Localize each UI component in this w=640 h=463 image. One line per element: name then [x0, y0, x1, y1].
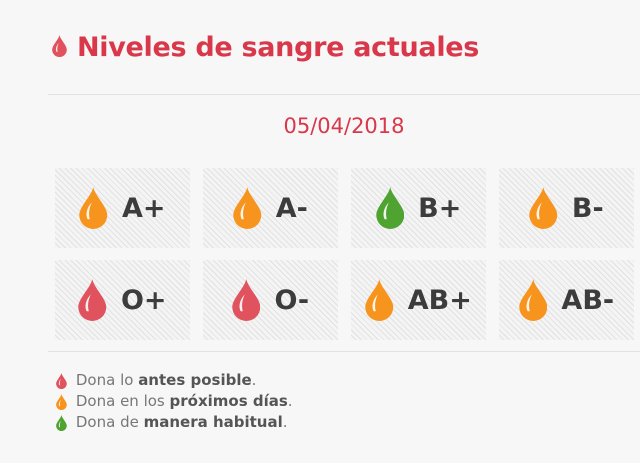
blood-drop-icon [56, 372, 67, 389]
blood-type-card: B- [499, 168, 634, 248]
legend-item: Dona lo antes posible. [56, 370, 293, 391]
legend-emphasis: próximos días [169, 392, 288, 410]
blood-type-card: O+ [55, 260, 190, 340]
divider [48, 351, 640, 352]
blood-type-card: B+ [351, 168, 486, 248]
blood-type-label: B+ [418, 192, 462, 224]
blood-type-label: A- [275, 192, 308, 224]
legend-suffix: . [282, 413, 288, 431]
blood-type-card: A- [203, 168, 338, 248]
blood-type-label: A+ [122, 192, 166, 224]
legend-prefix: Dona en los [75, 392, 170, 410]
blood-type-card: A+ [55, 168, 190, 248]
blood-type-label: B- [571, 192, 604, 224]
legend-item: Dona de manera habitual. [56, 412, 293, 433]
blood-type-label: O- [274, 284, 310, 316]
blood-type-card: AB+ [351, 260, 486, 340]
page-header: Niveles de sangre actuales [52, 32, 479, 63]
blood-type-card: AB- [499, 260, 634, 340]
blood-drop-icon [529, 187, 558, 229]
page-title: Niveles de sangre actuales [76, 32, 480, 63]
legend-emphasis: antes posible [138, 371, 252, 389]
legend: Dona lo antes posible. Dona en los próxim… [56, 370, 293, 433]
blood-drop-icon [519, 279, 548, 321]
blood-drop-icon [56, 393, 67, 410]
blood-type-label: O+ [120, 284, 167, 316]
divider [48, 94, 640, 95]
legend-text: Dona en los próximos días. [76, 391, 293, 412]
blood-drop-icon [375, 187, 405, 229]
blood-drop-icon [52, 34, 67, 61]
date-label: 05/04/2018 [283, 114, 405, 138]
legend-prefix: Dona de [75, 413, 144, 431]
blood-drop-icon [79, 187, 108, 229]
blood-drop-icon [232, 279, 261, 321]
legend-item: Dona en los próximos días. [56, 391, 293, 412]
legend-text: Dona de manera habitual. [76, 412, 288, 433]
legend-emphasis: manera habitual [143, 413, 283, 431]
blood-type-grid: A+ A- B+ B- O+ O- AB+ AB- [55, 168, 634, 340]
blood-type-card: O- [203, 260, 338, 340]
legend-prefix: Dona lo [75, 371, 139, 389]
blood-drop-icon [78, 279, 107, 321]
legend-suffix: . [251, 371, 257, 389]
blood-drop-icon [233, 187, 262, 229]
blood-drop-icon [365, 279, 394, 321]
blood-type-label: AB- [561, 284, 615, 316]
legend-text: Dona lo antes posible. [76, 370, 257, 391]
legend-suffix: . [287, 392, 293, 410]
blood-drop-icon [56, 414, 67, 431]
blood-type-label: AB+ [407, 284, 472, 316]
